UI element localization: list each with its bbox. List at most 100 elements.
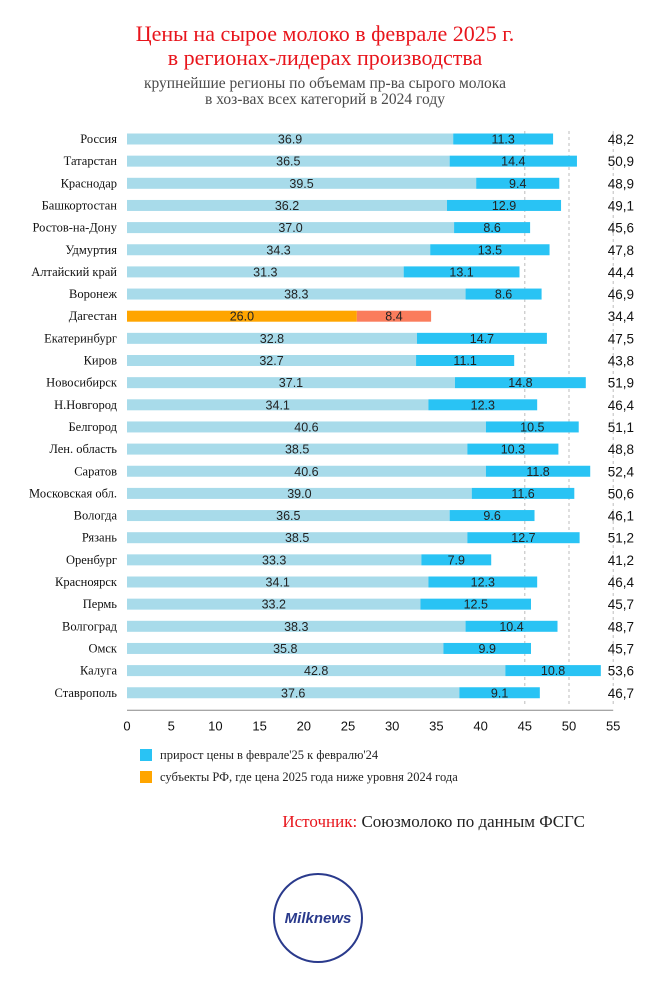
bar-growth-value: 7.9 xyxy=(448,553,465,567)
bar-base xyxy=(127,532,468,544)
bar-growth-value: 8.6 xyxy=(495,288,512,302)
bar-base-value: 38.3 xyxy=(284,620,308,634)
logo-wordmark: Milknews xyxy=(285,910,352,927)
x-tick-label: 40 xyxy=(473,718,487,733)
category-label: Воронеж xyxy=(69,287,117,301)
bar-growth xyxy=(430,244,550,256)
bar-base xyxy=(127,133,454,145)
bar-growth-value: 13.5 xyxy=(478,243,502,257)
bar-base xyxy=(127,465,486,477)
chart-title-line2: в регионах-лидерах производства xyxy=(167,45,483,70)
bar-base-value: 32.8 xyxy=(260,332,284,346)
total-value: 45,7 xyxy=(608,641,634,656)
bar-base xyxy=(127,510,450,522)
category-label: Татарстан xyxy=(64,154,118,168)
bar-growth xyxy=(485,465,591,477)
total-value: 51,2 xyxy=(608,531,634,546)
bar-growth xyxy=(443,642,531,654)
category-label: Рязань xyxy=(82,531,117,545)
bar-base xyxy=(127,222,455,234)
bar-base xyxy=(127,199,448,211)
bar-growth xyxy=(428,576,538,588)
bar-base xyxy=(127,266,404,278)
bar-base-value: 39.5 xyxy=(289,177,313,191)
category-label: Алтайский край xyxy=(31,265,117,279)
bar-growth xyxy=(459,687,540,699)
total-value: 46,1 xyxy=(608,509,634,524)
category-label: Краснодар xyxy=(61,176,117,190)
chart-subtitle-line2: в хоз-вах всех категорий в 2024 году xyxy=(205,91,445,108)
milknews-logo: Milknews xyxy=(273,873,363,963)
chart-title-line1: Цены на сырое молоко в феврале 2025 г. xyxy=(135,21,515,46)
bar-base xyxy=(127,687,460,699)
category-label: Дагестан xyxy=(69,309,118,323)
category-label: Волгоград xyxy=(62,619,118,633)
bar-base-value: 42.8 xyxy=(304,664,328,678)
bar-base-value: 40.6 xyxy=(294,465,318,479)
bar-base-value: 36.2 xyxy=(275,199,299,213)
x-tick-label: 55 xyxy=(606,718,620,733)
total-value: 47,8 xyxy=(608,243,634,258)
bar-growth-value: 8.6 xyxy=(483,221,500,235)
bar-growth-value: 8.4 xyxy=(385,310,402,324)
bar-growth xyxy=(465,620,558,632)
total-value: 34,4 xyxy=(608,309,635,324)
category-label: Новосибирск xyxy=(46,376,118,390)
bar-growth-value: 12.3 xyxy=(471,398,495,412)
total-value: 43,8 xyxy=(608,354,634,369)
bar-growth xyxy=(421,554,492,566)
x-tick-label: 15 xyxy=(252,718,266,733)
bar-base-value: 36.5 xyxy=(276,509,300,523)
total-value: 50,9 xyxy=(608,154,634,169)
category-label: Красноярск xyxy=(55,575,118,589)
bar-base xyxy=(127,310,357,322)
bar-base-value: 40.6 xyxy=(294,420,318,434)
bar-base xyxy=(127,244,431,256)
bar-base xyxy=(127,421,486,433)
bar-base xyxy=(127,443,468,455)
category-label: Лен. область xyxy=(49,442,117,456)
bar-growth xyxy=(453,133,554,145)
chart-title: Цены на сырое молоко в феврале 2025 г. в… xyxy=(0,22,650,70)
bar-base xyxy=(127,620,466,632)
x-tick-label: 10 xyxy=(208,718,222,733)
category-label: Киров xyxy=(84,354,118,368)
bar-growth-value: 9.6 xyxy=(483,509,500,523)
bar-base-value: 37.0 xyxy=(278,221,302,235)
bar-base xyxy=(127,554,422,566)
total-value: 48,9 xyxy=(608,176,634,191)
total-value: 45,7 xyxy=(608,597,634,612)
bar-growth-value: 9.1 xyxy=(491,686,508,700)
bar-base-value: 35.8 xyxy=(273,642,297,656)
bar-base-value: 36.5 xyxy=(276,155,300,169)
total-value: 44,4 xyxy=(608,265,635,280)
total-value: 47,5 xyxy=(608,331,634,346)
bar-base-value: 36.9 xyxy=(278,133,302,147)
source-label: Источник: xyxy=(282,812,358,831)
bar-growth xyxy=(447,199,562,211)
bar-base-value: 33.2 xyxy=(262,598,286,612)
bar-growth-value: 10.8 xyxy=(541,664,565,678)
total-value: 51,9 xyxy=(608,376,634,391)
bar-base xyxy=(127,642,444,654)
category-label: Калуга xyxy=(80,664,117,678)
legend-swatch-growth xyxy=(140,749,152,761)
total-value: 52,4 xyxy=(608,464,635,479)
bar-base-value: 38.3 xyxy=(284,288,308,302)
legend-swatch-lower xyxy=(140,771,152,783)
bar-growth xyxy=(454,377,586,389)
legend-label-growth: прирост цены в феврале'25 к февралю'24 xyxy=(160,748,379,762)
bar-growth xyxy=(485,421,579,433)
bar-growth xyxy=(454,222,531,234)
total-value: 46,7 xyxy=(608,686,634,701)
bar-base-value: 31.3 xyxy=(253,265,277,279)
x-tick-label: 25 xyxy=(341,718,355,733)
bar-base-value: 34.1 xyxy=(266,576,290,590)
bar-base xyxy=(127,155,450,167)
bar-base-value: 38.5 xyxy=(285,531,309,545)
bar-growth xyxy=(416,332,547,344)
bar-growth xyxy=(467,443,559,455)
bar-base xyxy=(127,332,417,344)
category-label: Вологда xyxy=(74,509,118,523)
total-value: 51,1 xyxy=(608,420,634,435)
